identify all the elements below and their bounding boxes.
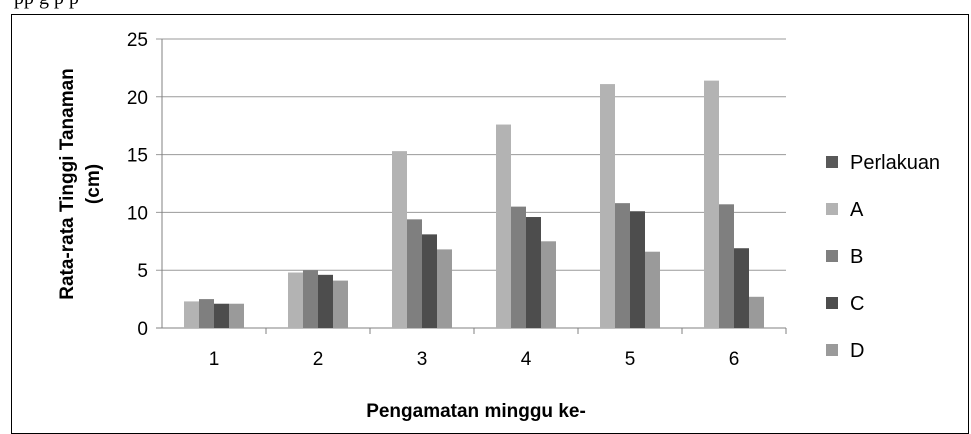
legend-swatch (826, 203, 838, 215)
bar-B-4 (511, 206, 526, 328)
y-tick-label: 25 (127, 30, 148, 51)
x-tick-label: 6 (729, 349, 740, 370)
y-tick-label: 10 (127, 203, 148, 224)
bar-D-6 (749, 296, 764, 328)
y-tick-label: 20 (127, 88, 148, 109)
legend-swatch (826, 297, 838, 309)
legend-label: C (850, 293, 864, 315)
bar-D-1 (229, 303, 244, 328)
bar-D-2 (333, 280, 348, 328)
legend-label: A (850, 199, 864, 221)
bar-B-3 (407, 219, 422, 328)
bar-A-3 (392, 151, 407, 328)
bar-D-5 (645, 251, 660, 328)
legend-swatch (826, 344, 838, 356)
y-tick-labels: 0 5 10 15 20 25 (127, 30, 148, 340)
gridlines (156, 38, 786, 329)
bar-D-4 (541, 241, 556, 328)
bar-C-3 (422, 234, 437, 328)
x-tick-label: 2 (313, 349, 324, 370)
bar-C-6 (734, 248, 749, 328)
y-tick-label: 15 (127, 146, 148, 167)
bar-A-1 (184, 301, 199, 328)
bar-A-5 (600, 84, 615, 328)
bar-B-6 (719, 204, 734, 328)
legend-label: B (850, 246, 863, 268)
bar-B-2 (303, 270, 318, 328)
legend-label: Perlakuan (850, 152, 940, 174)
bar-D-3 (437, 249, 452, 328)
bar-B-1 (199, 299, 214, 328)
x-tick-labels: 1 2 3 4 5 6 (209, 349, 740, 370)
y-tick-label: 0 (137, 319, 148, 340)
bar-C-2 (318, 274, 333, 328)
legend-swatch (826, 156, 838, 168)
x-tick-label: 3 (417, 349, 428, 370)
x-tick-label: 5 (625, 349, 636, 370)
y-axis-title-line2: (cm) (83, 164, 104, 204)
legend-label: D (850, 340, 864, 362)
bar-C-4 (526, 217, 541, 328)
x-tick-label: 4 (521, 349, 532, 370)
x-tick-label: 1 (209, 349, 220, 370)
bar-C-1 (214, 303, 229, 328)
y-tick-label: 5 (137, 261, 148, 282)
bars (184, 80, 787, 334)
legend: Perlakuan A B C D (826, 152, 940, 362)
bar-A-6 (704, 80, 719, 328)
bar-C-5 (630, 211, 645, 328)
bar-A-2 (288, 272, 303, 328)
x-axis-title: Pengamatan minggu ke- (366, 401, 586, 422)
bar-A-4 (496, 124, 511, 328)
caption-text: pp g p p (14, 0, 79, 10)
legend-swatch (826, 250, 838, 262)
y-axis-title-line1: Rata-rata Tinggi Tanaman (57, 68, 78, 300)
bar-B-5 (615, 203, 630, 328)
